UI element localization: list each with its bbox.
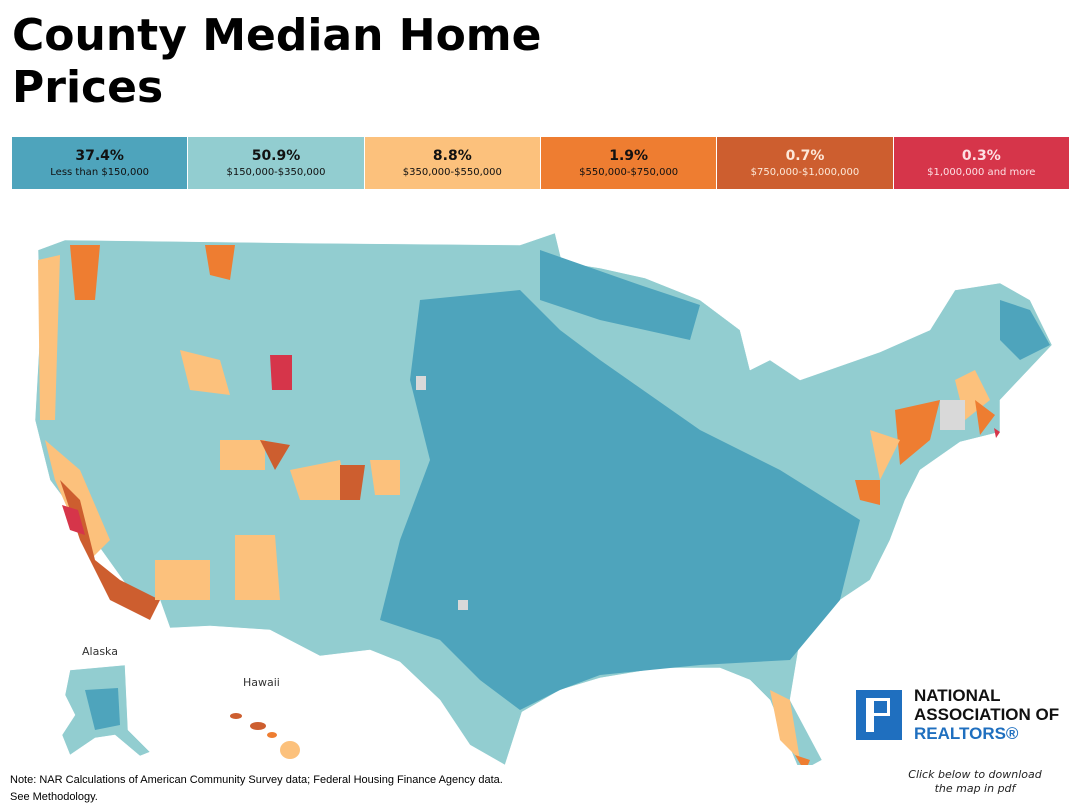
legend-percent: 1.9% [609,148,649,164]
source-note: Note: NAR Calculations of American Commu… [10,772,503,806]
legend-percent: 0.7% [785,148,825,164]
legend-range: $350,000-$550,000 [402,167,502,178]
alaska-dark-region [85,688,120,730]
legend-range: Less than $150,000 [50,167,150,178]
dark-teal-region-north [540,250,700,340]
note-line-1: Note: NAR Calculations of American Commu… [10,774,503,786]
alaska-label: Alaska [82,645,118,658]
logo-line-2: ASSOCIATION OF [914,705,1060,724]
legend-percent: 37.4% [75,148,124,164]
methodology-link[interactable]: See Methodology. [10,791,98,803]
legend-segment[interactable]: 1.9% $550,000-$750,000 [540,137,718,189]
legend-segment[interactable]: 0.3% $1,000,000 and more [893,137,1070,189]
legend-percent: 0.3% [961,148,1001,164]
page-title: County Median Home Prices [12,10,542,113]
legend-segment[interactable]: 37.4% Less than $150,000 [12,137,189,189]
logo-line-1: NATIONAL [914,686,1001,705]
legend-range: $150,000-$350,000 [226,167,326,178]
download-pdf-link[interactable]: Click below to download the map in pdf [908,768,1042,795]
legend-segment[interactable]: 8.8% $350,000-$550,000 [364,137,541,189]
us-county-map[interactable] [0,225,1080,765]
legend-segment[interactable]: 50.9% $150,000-$350,000 [188,137,365,189]
price-legend: 37.4% Less than $150,000 50.9% $150,000-$35… [12,137,1070,189]
legend-range: $750,000-$1,000,000 [750,167,860,178]
no-data-counties [416,376,965,610]
dark-teal-region-maine [1000,300,1050,360]
legend-segment[interactable]: 0.7% $750,000-$1,000,000 [717,137,894,189]
legend-range: $1,000,000 and more [927,167,1036,178]
realtor-r-icon [856,689,902,740]
legend-percent: 50.9% [251,148,301,164]
legend-range: $550,000-$750,000 [579,167,679,178]
dark-teal-region-plains [380,290,860,710]
nar-logo[interactable]: NATIONAL ASSOCIATION OF REALTORS® [856,686,1059,743]
logo-line-3: REALTORS® [914,724,1019,743]
hawaii-label: Hawaii [243,676,280,689]
hawaii-map [230,713,300,759]
legend-percent: 8.8% [432,148,472,164]
orange-counties [38,245,1000,765]
